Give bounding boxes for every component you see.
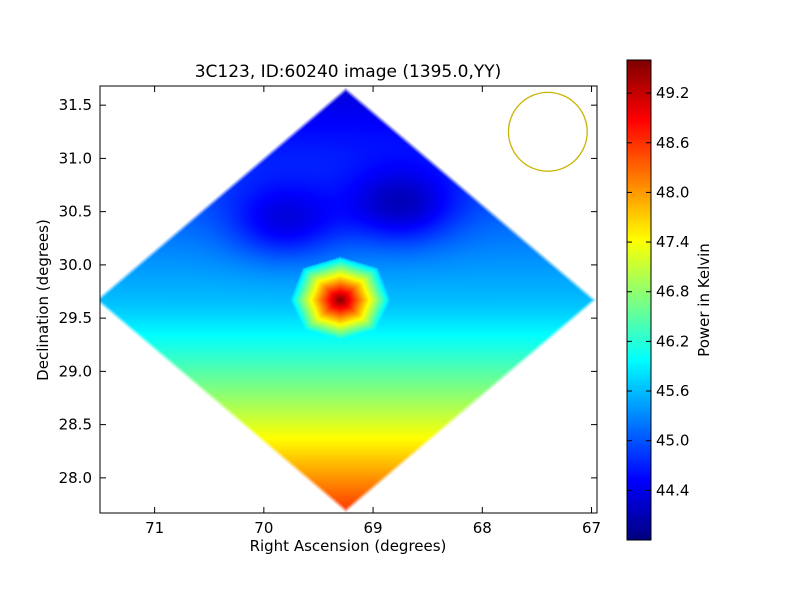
x-tick-label: 68	[473, 519, 492, 537]
colorbar-label: Power in Kelvin	[695, 243, 713, 357]
y-axis-label: Declination (degrees)	[34, 219, 52, 381]
y-tick-label: 28.5	[59, 416, 92, 434]
x-axis-label: Right Ascension (degrees)	[250, 537, 447, 555]
colorbar-tick-label: 46.2	[656, 332, 689, 350]
colorbar-tick-label: 47.4	[656, 233, 689, 251]
plot-area	[99, 85, 598, 514]
y-tick-label: 31.5	[59, 96, 92, 114]
beam-circle	[507, 91, 588, 172]
colorbar-tick-label: 48.0	[656, 183, 689, 201]
colorbar-tick-label: 49.2	[656, 84, 689, 102]
plot-frame	[99, 85, 598, 514]
y-tick-label: 29.5	[59, 309, 92, 327]
x-tick-label: 70	[254, 519, 273, 537]
x-axis: 71 70 69 68 67	[145, 86, 601, 537]
colorbar: 44.4 45.0 45.6 46.2 46.8 47.4 48.0 48.6 49.2 Pow…	[626, 59, 713, 541]
colorbar-tick-label: 44.4	[656, 481, 689, 499]
colorbar-gradient	[627, 60, 651, 540]
colorbar-ticks: 44.4 45.0 45.6 46.2 46.8 47.4 48.0 48.6 49.2	[627, 84, 689, 499]
chart-title: 3C123, ID:60240 image (1395.0,YY)	[195, 62, 502, 82]
x-tick-label: 71	[145, 519, 164, 537]
x-tick-label: 67	[582, 519, 601, 537]
y-axis: 28.0 28.5 29.0 29.5 30.0 30.5 31.0 31.5	[59, 96, 597, 487]
heatmap-image	[100, 86, 597, 513]
colorbar-tick-label: 48.6	[656, 134, 689, 152]
y-tick-label: 29.0	[59, 362, 92, 380]
x-tick-label: 69	[364, 519, 383, 537]
y-tick-label: 30.5	[59, 203, 92, 221]
colorbar-tick-label: 45.6	[656, 382, 689, 400]
colorbar-tick-label: 45.0	[656, 432, 689, 450]
y-tick-label: 31.0	[59, 149, 92, 167]
y-tick-label: 28.0	[59, 469, 92, 487]
y-tick-label: 30.0	[59, 256, 92, 274]
colorbar-frame	[626, 59, 652, 541]
colorbar-tick-label: 46.8	[656, 283, 689, 301]
